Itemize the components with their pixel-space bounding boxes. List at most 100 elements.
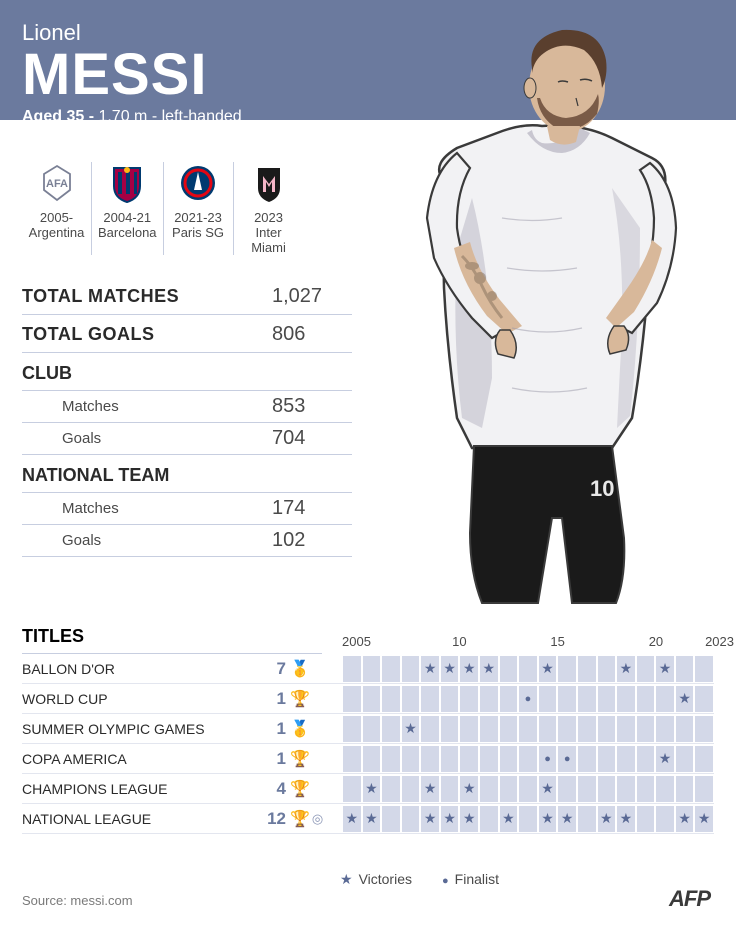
timeline-cell [656,746,674,772]
year-tick [626,634,646,649]
timeline-cell [695,716,713,742]
title-row: NATIONAL LEAGUE12🏆◎ [22,804,714,834]
timeline-cell [656,656,674,682]
timeline-cell [637,746,655,772]
timeline-cell [617,686,635,712]
timeline-cell [480,806,498,832]
stat-club-goals: Goals 704 [22,423,352,455]
club-logo-icon: AFA [36,162,78,204]
year-tick [371,634,391,649]
club-name: Argentina [28,225,85,240]
title-name: SUMMER OLYMPIC GAMES [22,721,262,737]
timeline-cell [637,776,655,802]
timeline-cell [480,656,498,682]
trophy-icon: 🏆◎ [290,809,342,829]
timeline-cell [539,716,557,742]
trophy-icon: 🏆 [290,779,342,799]
title-count: 12 [262,809,290,829]
timeline-cell [539,776,557,802]
title-name: BALLON D'OR [22,661,262,677]
timeline-cell [617,656,635,682]
timeline-cell [343,806,361,832]
year-tick [528,634,548,649]
stats-block: TOTAL MATCHES 1,027 TOTAL GOALS 806 CLUB… [22,277,352,557]
timeline-cell [578,806,596,832]
club-years: 2005- [28,210,85,225]
title-count: 1 [262,749,290,769]
timeline-cell [598,776,616,802]
year-tick [567,634,587,649]
title-row: COPA AMERICA1🏆 [22,744,714,774]
timeline-cell [500,656,518,682]
club-item: 2004-21Barcelona [92,162,164,255]
timeline-cell [519,776,537,802]
title-cells [342,746,714,772]
svg-text:10: 10 [590,476,614,501]
stat-club-matches: Matches 853 [22,391,352,423]
timeline-cell [382,746,400,772]
timeline-cell [402,656,420,682]
stat-value: 853 [272,395,352,418]
timeline-cell [676,806,694,832]
timeline-cell [441,806,459,832]
stat-national-matches: Matches 174 [22,493,352,525]
stat-total-goals: TOTAL GOALS 806 [22,315,352,353]
trophy-icon: 🏆 [290,689,342,709]
timeline-cell [382,776,400,802]
timeline-cell [598,746,616,772]
timeline-cell [617,746,635,772]
timeline-cell [441,686,459,712]
timeline-cell [558,716,576,742]
timeline-cell [676,746,694,772]
club-name: InterMiami [240,225,298,255]
timeline-cell [460,716,478,742]
timeline-cell [539,686,557,712]
timeline-cell [402,776,420,802]
titles-header: TITLES [22,620,322,654]
timeline-cell [676,716,694,742]
timeline-cell [460,686,478,712]
year-tick: 10 [450,634,470,649]
timeline-cell [695,776,713,802]
timeline-cell [480,776,498,802]
timeline-cell [558,746,576,772]
timeline-cell [617,716,635,742]
timeline-cell [363,746,381,772]
title-cells [342,776,714,802]
stat-sub-label: Goals [22,532,101,549]
title-name: NATIONAL LEAGUE [22,811,262,827]
legend-finalist: Finalist [442,871,499,888]
year-tick: 2023 [705,634,734,649]
timeline-cell [382,686,400,712]
year-tick [509,634,529,649]
title-row: WORLD CUP1🏆 [22,684,714,714]
stat-club-header: CLUB [22,353,352,391]
timeline-cell [539,806,557,832]
timeline-cell [460,746,478,772]
timeline-cell [343,656,361,682]
timeline-cell [363,806,381,832]
timeline-cell [460,776,478,802]
timeline-cell [695,656,713,682]
club-years: 2004-21 [98,210,157,225]
title-name: WORLD CUP [22,691,262,707]
player-illustration: 10 [362,18,712,608]
trophy-icon: 🥇 [290,719,342,739]
timeline-cell [343,716,361,742]
timeline-cell [656,776,674,802]
timeline-cell [617,806,635,832]
timeline-cell [441,656,459,682]
year-tick: 15 [548,634,568,649]
legend-victories: Victories [340,871,412,888]
timeline-cell [519,746,537,772]
timeline-cell [441,776,459,802]
timeline-cell [558,686,576,712]
year-axis: 20051015202023 [342,634,734,649]
year-tick [391,634,411,649]
timeline-cell [460,806,478,832]
stat-value: 1,027 [272,285,352,308]
stat-sub-label: Matches [22,500,119,517]
stat-total-matches: TOTAL MATCHES 1,027 [22,277,352,315]
timeline-cell [578,686,596,712]
stat-sub-label: Matches [22,398,119,415]
